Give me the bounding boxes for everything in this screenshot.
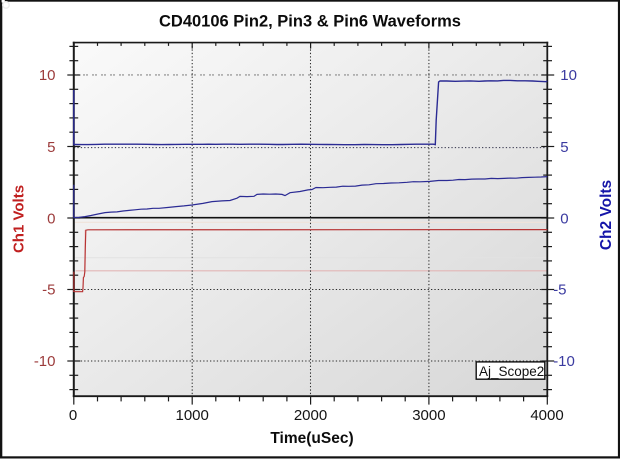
svg-text:-10: -10	[553, 353, 575, 370]
svg-text:Ch1 Volts: Ch1 Volts	[11, 185, 28, 253]
svg-text:Aj_Scope2: Aj_Scope2	[479, 364, 544, 379]
svg-text:0: 0	[69, 407, 77, 424]
svg-text:-5: -5	[42, 281, 55, 298]
svg-text:1000: 1000	[176, 407, 209, 424]
svg-text:10: 10	[39, 67, 56, 84]
svg-text:2000: 2000	[294, 407, 327, 424]
svg-text:Ch2 Volts: Ch2 Volts	[598, 180, 615, 250]
svg-text:0: 0	[560, 210, 568, 227]
svg-text:-5: -5	[553, 281, 566, 298]
svg-text:Time(uSec): Time(uSec)	[270, 430, 353, 447]
svg-text:5: 5	[560, 139, 568, 156]
svg-text:0: 0	[47, 210, 55, 227]
svg-text:3000: 3000	[412, 407, 445, 424]
svg-text:4000: 4000	[530, 407, 563, 424]
svg-text:-10: -10	[34, 353, 56, 370]
svg-text:5: 5	[47, 139, 55, 156]
svg-text:10: 10	[560, 67, 577, 84]
svg-text:CD40106 Pin2, Pin3 & Pin6 Wave: CD40106 Pin2, Pin3 & Pin6 Waveforms	[159, 13, 461, 31]
